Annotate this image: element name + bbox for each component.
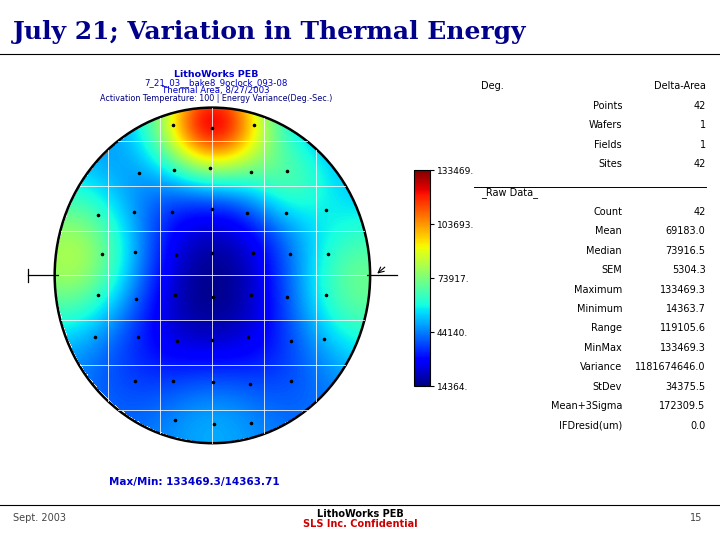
Point [168,291,180,299]
Point [284,250,296,259]
Point [96,249,107,258]
Text: Variance: Variance [580,362,622,372]
Point [93,211,104,219]
Point [242,333,253,342]
Text: 42: 42 [693,207,706,217]
Point [168,166,179,174]
Point [133,169,145,178]
Point [320,291,332,299]
Point [129,208,140,217]
Text: Fields: Fields [595,140,622,150]
Point [132,332,143,341]
Point [248,120,259,129]
Text: 73916.5: 73916.5 [665,246,706,255]
Text: Count: Count [593,207,622,217]
Text: July 21; Variation in Thermal Energy: July 21; Variation in Thermal Energy [13,21,526,44]
Text: IFDresid(um): IFDresid(um) [559,421,622,430]
Text: 133469.3: 133469.3 [660,285,706,294]
Text: Points: Points [593,101,622,111]
Text: 7_21_03__bake8_9oclock_093-08: 7_21_03__bake8_9oclock_093-08 [144,78,288,87]
Text: 42: 42 [693,159,706,169]
Point [204,164,216,173]
Point [171,337,183,346]
Point [207,248,218,257]
Text: Maximum: Maximum [574,285,622,294]
Point [280,209,292,218]
Point [242,209,253,218]
Text: Mean: Mean [595,226,622,236]
Text: 172309.5: 172309.5 [660,401,706,411]
Text: 34375.5: 34375.5 [665,382,706,392]
Text: 15: 15 [690,514,702,523]
Text: SLS Inc. Confidential: SLS Inc. Confidential [302,519,418,529]
Point [282,293,293,301]
Text: StDev: StDev [593,382,622,392]
Point [282,167,293,176]
Text: Activation Temperature: 100 | Energy Variance(Deg.-Sec.): Activation Temperature: 100 | Energy Var… [100,94,332,103]
Point [320,206,332,214]
Point [129,376,140,385]
Point [207,378,219,387]
Text: LithoWorks PEB: LithoWorks PEB [174,70,258,79]
Text: 1: 1 [699,140,706,150]
Point [244,380,256,389]
Point [246,418,257,427]
Text: 1181674646.0: 1181674646.0 [635,362,706,372]
Point [285,337,297,346]
Text: Mean+3Sigma: Mean+3Sigma [551,401,622,411]
Text: Max/Min: 133469.3/14363.71: Max/Min: 133469.3/14363.71 [109,477,279,487]
Text: Sites: Sites [598,159,622,169]
Text: 5304.3: 5304.3 [672,265,706,275]
Text: Deg.: Deg. [481,82,504,91]
Text: 119105.6: 119105.6 [660,323,706,333]
Point [245,291,256,300]
Text: 42: 42 [693,101,706,111]
Text: Thermal Area, 8/27/2003: Thermal Area, 8/27/2003 [162,86,270,94]
Text: 0.0: 0.0 [690,421,706,430]
Text: 1: 1 [699,120,706,130]
Text: 14363.7: 14363.7 [666,304,706,314]
Point [248,249,259,258]
Point [207,293,219,302]
Text: SEM: SEM [601,265,622,275]
Point [90,333,102,341]
Text: _Raw Data_: _Raw Data_ [481,187,538,198]
Text: Median: Median [587,246,622,255]
Point [92,291,104,299]
Point [206,124,217,132]
Text: MinMax: MinMax [585,343,622,353]
Point [130,295,141,303]
Point [209,420,220,429]
Point [206,205,217,214]
Point [168,121,179,130]
Text: Minimum: Minimum [577,304,622,314]
Text: Delta-Area: Delta-Area [654,82,706,91]
Point [129,247,140,256]
Text: Sept. 2003: Sept. 2003 [13,514,66,523]
Text: 133469.3: 133469.3 [660,343,706,353]
Point [166,208,178,217]
Point [323,250,334,259]
Point [170,250,181,259]
Point [318,335,330,343]
Text: Range: Range [591,323,622,333]
Point [246,167,257,176]
Point [207,335,218,344]
Text: LithoWorks PEB: LithoWorks PEB [317,509,403,519]
Text: Wafers: Wafers [588,120,622,130]
Point [167,376,179,385]
Point [169,416,181,424]
Text: 69183.0: 69183.0 [666,226,706,236]
Point [285,377,297,386]
